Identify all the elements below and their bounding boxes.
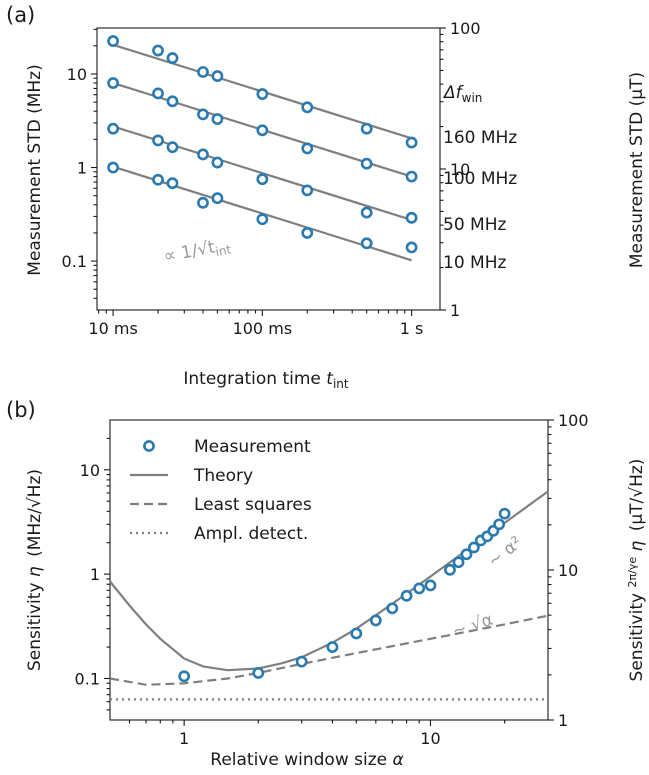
panel-a-data-point — [360, 157, 373, 170]
panel-a-xtick-label: 10 ms — [88, 319, 137, 338]
panel-a-data-point — [360, 237, 373, 250]
panel-a-data-point — [301, 142, 314, 155]
panel-a-ytick-label: 1 — [77, 159, 87, 178]
panel-b-data-point — [413, 582, 426, 595]
panel-b-data-point — [400, 589, 413, 602]
panel-a-data-point — [107, 122, 120, 135]
panel-a-data-point — [197, 108, 209, 121]
panel-a-data-point — [107, 77, 120, 89]
panel-a-data-point — [197, 148, 209, 161]
panel-a: (a) 10 ms 100 ms 1 s 0.1 1 10 1 10 100 160 MHz 100… — [6, 3, 647, 391]
panel-b-label: (b) — [6, 398, 36, 422]
panel-b-data-point — [452, 556, 465, 569]
panel-a-xlabel: Integration time tint — [183, 369, 349, 391]
panel-b-xtick-label: 1 — [179, 729, 189, 748]
panel-b: (b) 1 10 0.1 1 10 1 10 100 Measurement Theory Leas… — [6, 398, 647, 770]
panel-b-data-point — [178, 670, 191, 683]
panel-a-data-point — [405, 211, 418, 224]
panel-b-ytick-label: 1 — [90, 565, 100, 584]
panel-a-data-point — [211, 192, 224, 205]
panel-a-xtick-label: 100 ms — [233, 319, 293, 338]
panel-b-data-point — [369, 614, 382, 627]
panel-b-data-point — [326, 641, 339, 653]
panel-a-data-point — [256, 124, 269, 137]
panel-a-data-point — [197, 66, 209, 78]
panel-b-data-point — [460, 548, 473, 561]
panel-a-data-point — [360, 206, 373, 219]
panel-a-ytick-label: 10 — [67, 65, 87, 84]
panel-b-y2tick-label: 10 — [558, 561, 578, 580]
panel-b-legend-label: Measurement — [194, 437, 311, 457]
panel-a-data-point — [405, 170, 418, 183]
panel-b-y2label: Sensitivity 2π/γe η (µT/√Hz) — [626, 459, 647, 682]
panel-b-legend-marker — [143, 440, 155, 452]
panel-a-data-point — [166, 177, 179, 190]
panel-b-data-point — [350, 627, 363, 640]
panel-a-xtick-label: 1 s — [400, 319, 424, 338]
panel-a-data-point — [166, 95, 179, 108]
panel-b-data-point — [424, 579, 437, 592]
panel-a-data-point — [197, 196, 209, 209]
panel-a-scaling-annotation: ∝ 1/√tint — [162, 234, 232, 268]
panel-a-y2tick-label: 1 — [450, 301, 460, 320]
panel-a-data-point — [211, 113, 224, 125]
panel-a-data-point — [152, 44, 164, 57]
panel-b-legend-label: Theory — [193, 466, 253, 486]
panel-a-data-point — [152, 134, 164, 147]
panel-b-data-point — [386, 602, 399, 615]
panel-b-ytick-label: 10 — [80, 461, 100, 480]
panel-b-legend-label: Ampl. detect. — [194, 524, 308, 544]
panel-a-plot-area: 10 ms 100 ms 1 s 0.1 1 10 1 10 100 160 MHz 100 MHz… — [62, 19, 518, 338]
panel-a-data-point — [405, 241, 418, 254]
panel-b-plot-area: 1 10 0.1 1 10 1 10 100 Measurement Theory Least sq… — [75, 411, 589, 748]
panel-a-data-point — [211, 156, 224, 169]
panel-a-data-point — [301, 101, 314, 114]
panel-a-series-label: 160 MHz — [443, 128, 517, 148]
panel-b-legend-label: Least squares — [194, 495, 312, 515]
panel-a-data-point — [256, 173, 269, 186]
panel-a-y2tick-label: 100 — [450, 19, 481, 38]
panel-a-data-point — [405, 136, 418, 149]
panel-a-data-point — [107, 35, 120, 47]
panel-b-xtick-label: 10 — [420, 729, 440, 748]
panel-b-data-point — [252, 667, 265, 679]
panel-a-data-point — [301, 227, 314, 239]
panel-b-data-point — [444, 563, 456, 576]
panel-b-series-solid — [109, 490, 549, 672]
panel-a-ylabel: Measurement STD (MHz) — [25, 64, 45, 275]
panel-a-y2tick-label: 10 — [450, 160, 470, 179]
panel-b-data-point — [493, 518, 506, 531]
panel-b-y2tick-label: 100 — [558, 411, 589, 430]
panel-b-series-dashed — [109, 614, 549, 686]
panel-b-xlabel: Relative window size α — [210, 750, 403, 770]
panel-b-ytick-label: 0.1 — [75, 669, 100, 688]
panel-b-frame — [109, 419, 549, 721]
panel-a-series-label: 50 MHz — [443, 215, 506, 235]
panel-b-data-point — [295, 655, 308, 668]
panel-a-data-point — [211, 70, 224, 82]
panel-a-data-point — [166, 52, 179, 64]
panel-a-legend-title: Δfwin — [442, 83, 482, 105]
panel-a-data-point — [256, 213, 269, 226]
panel-a-series-label: 100 MHz — [443, 169, 517, 189]
panel-a-data-point — [107, 161, 120, 174]
panel-a-data-point — [301, 184, 314, 197]
panel-a-data-point — [360, 122, 373, 135]
panel-a-data-point — [256, 88, 269, 100]
panel-b-ylabel: Sensitivity η (MHz/√Hz) — [25, 469, 45, 671]
panel-a-data-point — [152, 87, 164, 100]
panel-a-label: (a) — [6, 3, 35, 27]
panel-a-data-point — [152, 173, 164, 186]
panel-a-data-point — [166, 141, 179, 154]
panel-b-y2tick-label: 1 — [558, 711, 568, 730]
panel-a-series-label: 10 MHz — [443, 253, 506, 273]
panel-a-y2label: Measurement STD (µT) — [627, 72, 647, 268]
panel-b-data-point — [498, 507, 511, 520]
panel-a-ytick-label: 0.1 — [62, 252, 87, 271]
panel-b-annotation: ~ √α — [450, 610, 496, 642]
panel-b-data-point — [467, 541, 480, 554]
